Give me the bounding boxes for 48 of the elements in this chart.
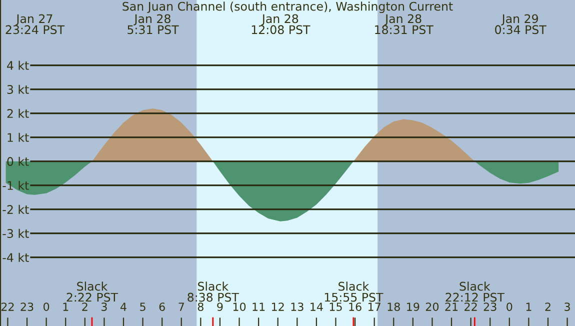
x-tick-label: 3 [102, 302, 107, 311]
x-tick-label: 11 [252, 302, 265, 311]
y-tick-label: -4 kt [2, 252, 29, 262]
x-tick-label: 8 [198, 302, 204, 311]
annotation: Jan 28 12:08 PST [252, 14, 310, 34]
x-tick-label: 14 [310, 302, 323, 311]
x-tick-label: 7 [178, 302, 184, 311]
y-tick-label: 4 kt [7, 60, 29, 70]
x-tick-label: 21 [445, 302, 458, 311]
x-tick-label: 2 [82, 302, 88, 311]
x-tick-label: 19 [407, 302, 420, 311]
annotation: Slack 8:38 PST [188, 282, 239, 302]
annotation: Jan 29 0:34 PST [495, 14, 546, 34]
y-tick-label: 3 kt [7, 84, 29, 94]
x-tick-label: 2 [545, 302, 550, 311]
x-tick-label: 23 [20, 302, 34, 311]
x-tick-label: 1 [63, 302, 68, 311]
y-tick-label: -2 kt [2, 204, 29, 214]
annotation: Slack 2:22 PST [66, 282, 118, 302]
y-tick-label: -1 kt [2, 180, 29, 190]
x-tick-label: 20 [426, 302, 439, 311]
x-tick-label: 3 [564, 302, 570, 311]
x-tick-label: 22 [464, 302, 477, 311]
x-tick-label: 4 [120, 302, 126, 311]
chart-title: San Juan Channel (south entrance), Washington Current [122, 2, 453, 14]
x-tick-label: 6 [159, 302, 165, 311]
x-tick-label: 13 [291, 302, 304, 311]
x-tick-label: 15 [330, 302, 342, 311]
x-tick-label: 18 [388, 302, 400, 311]
x-tick-label: 16 [349, 302, 362, 311]
x-tick-label: 12 [272, 302, 284, 311]
annotation: Slack 22:12 PST [446, 282, 504, 302]
x-tick-label: 17 [368, 302, 380, 311]
x-tick-label: 23 [484, 302, 496, 311]
x-tick-label: 0 [44, 302, 50, 311]
x-tick-label: 1 [526, 302, 532, 311]
annotation: Slack 15:55 PST [324, 282, 384, 302]
x-tick-label: 10 [233, 302, 246, 311]
x-tick-label: 22 [1, 302, 14, 311]
y-tick-label: 2 kt [7, 108, 29, 118]
annotation: Jan 27 23:24 PST [6, 14, 65, 34]
y-tick-label: -3 kt [2, 228, 29, 238]
x-tick-label: 9 [217, 302, 223, 311]
x-tick-label: 0 [506, 302, 512, 311]
annotation: Jan 28 5:31 PST [128, 14, 179, 34]
x-tick-label: 5 [140, 302, 146, 311]
y-tick-label: 1 kt [8, 132, 29, 142]
annotation: Jan 28 18:31 PST [375, 14, 434, 34]
